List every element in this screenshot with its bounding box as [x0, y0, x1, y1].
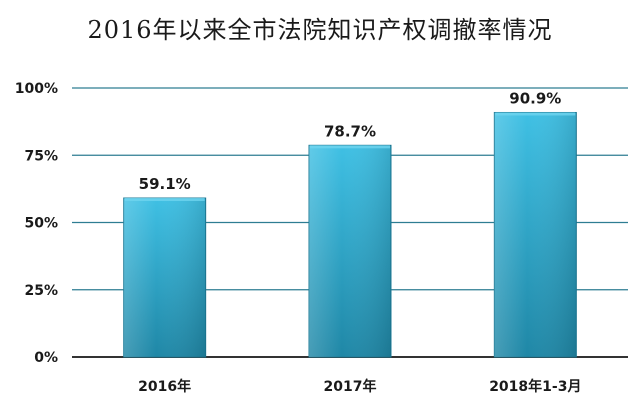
x-axis: 2016年 2017年 2018年1-3月	[138, 378, 581, 395]
bar-top-highlight	[310, 145, 390, 149]
bar-shading	[494, 112, 577, 357]
y-tick-label: 100%	[15, 81, 58, 97]
bars	[123, 111, 577, 358]
y-axis: 0% 25% 50% 75% 100%	[15, 81, 58, 366]
chart-title: 2016年以来全市法院知识产权调撤率情况	[87, 16, 553, 44]
bar-top-highlight	[124, 198, 205, 202]
x-tick-label: 2017年	[324, 378, 377, 395]
x-tick-label: 2018年1-3月	[489, 378, 581, 395]
bar-shading	[309, 145, 391, 357]
bar	[123, 197, 207, 358]
data-labels: 59.1% 78.7% 90.9%	[139, 89, 562, 193]
data-label: 90.9%	[509, 89, 561, 107]
y-tick-label: 50%	[24, 216, 58, 232]
bar	[493, 111, 577, 358]
bar-top-highlight	[495, 112, 576, 116]
data-label: 59.1%	[139, 175, 191, 193]
x-tick-label: 2016年	[138, 378, 191, 395]
y-tick-label: 0%	[34, 350, 58, 366]
data-label: 78.7%	[324, 122, 376, 140]
bar-shading	[123, 198, 206, 357]
y-tick-label: 25%	[24, 283, 58, 299]
bar	[308, 144, 392, 358]
y-tick-label: 75%	[24, 148, 58, 164]
